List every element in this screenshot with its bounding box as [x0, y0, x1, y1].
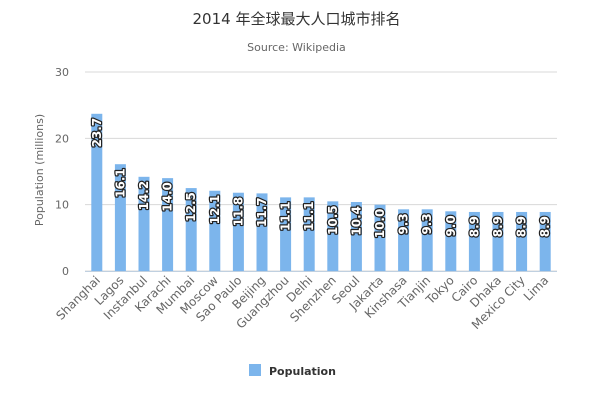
bar[interactable]	[209, 190, 221, 271]
bar[interactable]	[468, 211, 480, 271]
bar[interactable]	[162, 178, 174, 271]
data-label: 9.0	[444, 215, 458, 236]
data-label: 14.0	[161, 182, 175, 212]
data-label: 11.1	[279, 201, 293, 231]
data-label: 9.3	[397, 213, 411, 234]
bar[interactable]	[232, 192, 244, 271]
y-axis-ticks: 0 10 20 30	[55, 66, 69, 278]
data-label: 10.5	[326, 205, 340, 235]
data-label: 8.9	[538, 216, 552, 237]
data-label: 11.8	[231, 197, 245, 227]
bar-series	[91, 113, 551, 271]
x-axis-ticks: ShanghaiLagosInstanbulKarachiMumbaiMosco…	[53, 273, 551, 332]
data-label: 8.9	[491, 216, 505, 237]
bar[interactable]	[421, 209, 433, 271]
data-label: 14.2	[137, 181, 151, 211]
chart-subtitle: Source: Wikipedia	[247, 41, 346, 54]
data-label: 16.1	[113, 168, 127, 198]
legend[interactable]: Population	[249, 364, 336, 378]
bar[interactable]	[185, 188, 197, 271]
y-tick-label: 0	[62, 265, 69, 278]
chart-title: 2014 年全球最大人口城市排名	[193, 10, 401, 28]
legend-swatch[interactable]	[249, 364, 261, 376]
y-axis-title: Population (millions)	[33, 114, 46, 226]
data-label: 10.4	[349, 206, 363, 236]
bar[interactable]	[138, 176, 150, 271]
bar[interactable]	[256, 193, 268, 271]
legend-label[interactable]: Population	[269, 365, 336, 378]
bar[interactable]	[303, 197, 315, 271]
bar[interactable]	[398, 209, 410, 271]
data-label: 9.3	[420, 213, 434, 234]
bar[interactable]	[91, 113, 103, 271]
data-label: 10.0	[373, 209, 387, 239]
bar[interactable]	[445, 211, 457, 271]
bar[interactable]	[114, 164, 126, 271]
bar[interactable]	[539, 211, 551, 271]
data-label: 12.1	[208, 195, 222, 225]
grid-lines	[85, 71, 557, 272]
bar[interactable]	[350, 202, 362, 271]
bar[interactable]	[492, 211, 504, 271]
bar[interactable]	[280, 197, 292, 271]
data-label: 8.9	[515, 216, 529, 237]
data-label: 11.7	[255, 197, 269, 227]
data-label: 12.5	[184, 192, 198, 222]
bar[interactable]	[374, 204, 386, 271]
x-tick-label: Lima	[521, 273, 551, 303]
y-tick-label: 10	[55, 199, 69, 212]
y-tick-label: 20	[55, 132, 69, 145]
data-label: 11.1	[302, 201, 316, 231]
data-labels: 23.7 16.1 14.2 14.0 12.5 12.1 11.8 11.7 11.1 11.1…	[89, 117, 554, 240]
bar[interactable]	[516, 211, 528, 271]
y-tick-label: 30	[55, 66, 69, 79]
data-label: 23.7	[90, 118, 104, 148]
data-label: 8.9	[467, 216, 481, 237]
bar[interactable]	[327, 201, 339, 271]
